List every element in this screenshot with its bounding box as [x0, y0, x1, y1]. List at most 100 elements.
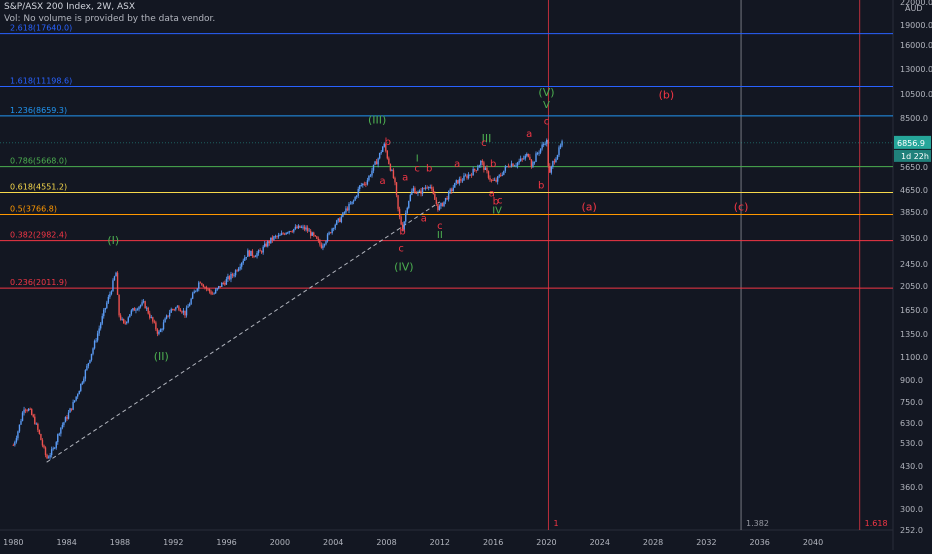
candle-body	[178, 306, 180, 310]
candle-body	[423, 188, 425, 189]
year-tick-label: 2020	[536, 538, 556, 547]
candle-body	[438, 206, 441, 211]
candle-body	[237, 268, 240, 271]
candle-body	[470, 174, 473, 176]
candle-body	[397, 195, 399, 209]
candle-body	[132, 308, 134, 311]
candle-body	[149, 313, 151, 318]
candle-body	[44, 447, 47, 455]
candle-body	[441, 203, 444, 207]
candle-body	[99, 323, 102, 329]
candle-body	[388, 158, 390, 165]
candle-body	[331, 228, 333, 234]
candle-body	[24, 409, 27, 411]
candle-body	[208, 288, 211, 292]
candle-body	[247, 250, 249, 257]
candle-body	[357, 188, 359, 196]
wave-label: c	[414, 163, 420, 174]
candle-body	[12, 445, 15, 446]
candle-body	[329, 232, 332, 234]
candle-body	[507, 166, 510, 168]
wave-label: a	[379, 176, 385, 187]
candle-body	[152, 317, 154, 322]
candle-body	[201, 283, 203, 285]
candle-body	[546, 140, 548, 144]
candle-body	[35, 423, 38, 425]
candle-body	[559, 145, 562, 148]
candle-body	[248, 250, 251, 256]
candle-body	[40, 434, 42, 441]
candle-body	[20, 420, 22, 425]
candle-body	[109, 294, 111, 297]
candle-body	[444, 197, 447, 202]
candle-body	[89, 359, 91, 364]
candle-body	[526, 153, 528, 156]
candle-body	[492, 180, 494, 182]
candle-body	[322, 245, 324, 249]
candle-body	[351, 201, 353, 204]
candle-body	[556, 155, 559, 160]
candle-body	[121, 319, 123, 320]
candle-body	[386, 150, 389, 159]
candle-body	[77, 394, 79, 397]
candle-body	[96, 333, 99, 341]
candle-body	[414, 188, 416, 194]
candle-body	[250, 250, 252, 256]
wave-label: c	[497, 195, 503, 206]
candle-body	[193, 291, 195, 294]
candle-body	[512, 163, 514, 167]
chart-title: S&P/ASX 200 Index, 2W, ASX	[4, 2, 136, 12]
candle-body	[561, 141, 563, 146]
candle-body	[319, 240, 321, 245]
candle-body	[478, 165, 480, 168]
candle-body	[374, 161, 376, 165]
candle-body	[196, 288, 198, 291]
candle-body	[139, 305, 142, 307]
fib-level-label: 1.618(11198.6)	[10, 77, 72, 86]
candle-body	[489, 177, 491, 180]
candle-body	[142, 301, 145, 303]
price-tick-label: 13000.0	[900, 65, 932, 74]
candle-body	[346, 208, 349, 211]
candle-body	[115, 272, 117, 277]
candle-body	[326, 234, 329, 242]
candle-body	[496, 176, 499, 182]
candle-body	[270, 237, 272, 244]
candle-body	[286, 232, 289, 234]
candle-body	[343, 212, 346, 214]
fib-level-label: 0.382(2982.4)	[10, 231, 67, 240]
candle-body	[409, 194, 412, 202]
candle-body	[47, 457, 50, 459]
candle-body	[365, 184, 367, 186]
candle-body	[150, 317, 152, 318]
candle-body	[136, 309, 139, 311]
candle-body	[415, 193, 418, 194]
candle-body	[222, 282, 225, 284]
candle-body	[224, 283, 226, 285]
candle-body	[49, 455, 51, 458]
wave-label: (I)	[107, 234, 119, 247]
candle-body	[513, 165, 516, 167]
candle-body	[230, 273, 232, 280]
candle-body	[285, 232, 287, 235]
candle-body	[394, 178, 396, 183]
fib-level-label: 0.786(5668.0)	[10, 157, 67, 166]
candle-body	[256, 253, 258, 257]
candle-body	[467, 174, 470, 179]
candle-body	[509, 166, 511, 168]
candle-body	[392, 170, 395, 179]
candle-body	[452, 187, 454, 191]
candle-body	[127, 317, 129, 322]
countdown-badge	[894, 149, 931, 162]
candle-body	[553, 161, 556, 163]
candle-body	[469, 174, 471, 176]
candle-body	[294, 226, 297, 229]
candle-body	[421, 188, 424, 194]
candle-body	[447, 191, 450, 200]
candle-body	[345, 208, 347, 213]
wave-label: III	[482, 132, 492, 145]
price-tick-label: 252.0	[900, 526, 923, 535]
wave-label: (II)	[154, 350, 169, 363]
